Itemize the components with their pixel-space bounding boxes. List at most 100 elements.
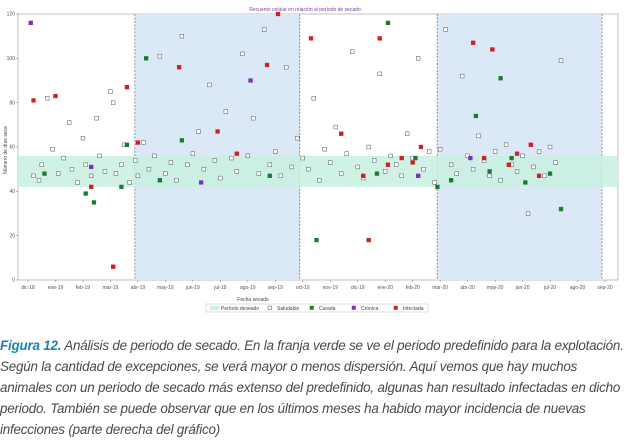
y-tick-label: 60 [9, 145, 15, 151]
x-tick-label: dic-18 [21, 285, 35, 291]
data-point [152, 153, 157, 159]
shaded-period [437, 14, 603, 280]
data-point [94, 116, 99, 121]
data-point [278, 173, 283, 178]
data-point [366, 144, 371, 150]
data-point [262, 27, 267, 32]
x-tick-label: feb-19 [76, 285, 90, 291]
x-tick-label: dic-19 [351, 285, 365, 291]
data-point [198, 180, 204, 185]
data-point [80, 135, 86, 141]
data-point [102, 169, 108, 174]
data-point [267, 173, 272, 178]
data-point [542, 173, 547, 178]
data-point [234, 151, 239, 156]
data-point [366, 237, 371, 243]
legend-label: Curada [319, 306, 336, 312]
data-point [509, 155, 514, 161]
data-point [143, 56, 149, 61]
data-point [179, 34, 185, 39]
x-tick-label: oct-19 [296, 285, 310, 291]
legend-swatch [351, 305, 356, 310]
data-point [50, 147, 55, 152]
data-point [435, 184, 440, 190]
caption-text: Análisis de periodo de secado. En la fra… [0, 338, 624, 437]
x-tick-label: mar-19 [103, 285, 119, 291]
data-point [432, 180, 437, 185]
data-point [476, 133, 481, 139]
data-point [410, 160, 415, 165]
y-tick-label: 20 [9, 233, 15, 239]
data-point [416, 56, 421, 61]
data-point [487, 169, 492, 174]
x-tick-label: feb-20 [406, 285, 420, 291]
data-point [443, 27, 448, 32]
data-point [207, 82, 212, 88]
x-tick-label: abr-19 [131, 285, 146, 291]
data-point [503, 142, 509, 147]
data-point [135, 140, 141, 145]
x-tick-label: ene-20 [377, 285, 393, 291]
data-point [558, 58, 564, 63]
data-point [525, 211, 531, 216]
data-point [157, 53, 163, 59]
data-point [547, 171, 553, 176]
data-point [405, 131, 410, 136]
y-axis-title: Número de días seca [3, 126, 9, 174]
data-point [399, 173, 404, 178]
y-tick-label: 40 [9, 189, 15, 195]
data-point [385, 20, 391, 26]
data-point [355, 164, 360, 170]
x-tick-label: sep-19 [268, 285, 284, 291]
data-point [328, 160, 333, 165]
data-point [185, 162, 190, 167]
data-point [421, 167, 426, 172]
data-point [487, 173, 492, 178]
legend-swatch [210, 306, 219, 310]
data-point [536, 149, 542, 154]
data-point [83, 191, 88, 196]
data-point [459, 73, 465, 79]
data-point [119, 184, 124, 190]
data-point [39, 162, 44, 167]
data-point [201, 167, 207, 172]
data-point [89, 164, 94, 170]
data-point [418, 144, 424, 150]
data-point [111, 264, 116, 269]
y-tick-label: 120 [7, 12, 16, 18]
data-point [264, 62, 270, 68]
data-point [179, 138, 185, 143]
data-point [256, 171, 261, 176]
data-point [251, 116, 256, 121]
chart-background [17, 13, 619, 281]
x-tick-label: may-19 [157, 285, 174, 291]
data-point [523, 180, 528, 185]
data-point [28, 20, 33, 26]
data-point [176, 65, 182, 70]
data-point [190, 151, 196, 156]
data-point [53, 93, 58, 99]
figure-caption: Figura 12. Análisis de periodo de secado… [0, 335, 630, 440]
x-tick-label: jul-19 [213, 285, 226, 291]
data-point [514, 151, 520, 156]
data-point [465, 153, 470, 159]
data-point [56, 171, 61, 176]
data-point [135, 173, 141, 178]
data-point [75, 180, 80, 185]
data-point [69, 167, 75, 172]
x-tick-label: ene-19 [48, 285, 64, 291]
data-point [284, 65, 289, 70]
x-axis-title: Fecha secado [237, 297, 269, 303]
y-tick-label: 100 [7, 56, 16, 62]
legend-label: Saludable [277, 306, 299, 312]
data-point [141, 140, 146, 145]
data-point [111, 100, 116, 105]
data-point [108, 89, 113, 94]
data-point [413, 155, 418, 161]
data-point [146, 167, 152, 172]
data-point [344, 151, 349, 156]
legend-label: Infectada [403, 306, 424, 312]
data-point [196, 129, 201, 134]
data-point [267, 162, 272, 167]
x-tick-label: sep-20 [597, 285, 613, 291]
